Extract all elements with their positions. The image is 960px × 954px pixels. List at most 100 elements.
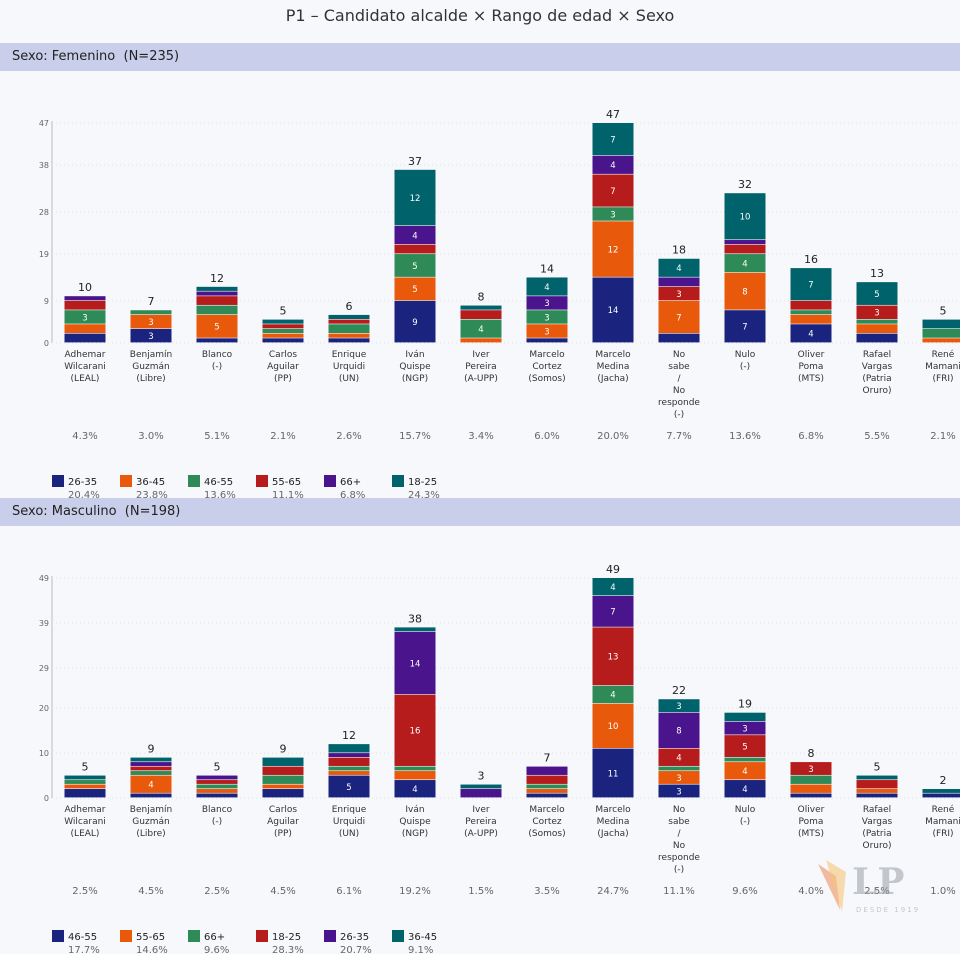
category-label: Guzmán [132, 362, 169, 372]
segment-value-label: 4 [412, 785, 417, 795]
category-label: Vargas [862, 817, 893, 827]
legend-label: 18-25 [408, 477, 437, 488]
segment-value-label: 12 [410, 194, 421, 204]
category-percent-label: 2.1% [270, 431, 295, 442]
category-label: Pereira [465, 817, 496, 827]
category-label: Oruro) [862, 841, 891, 851]
y-tick-label: 0 [44, 339, 49, 348]
legend-share: 23.8% [136, 490, 168, 498]
bar-segment [856, 775, 898, 780]
bar-segment [262, 789, 304, 798]
category-label: Mamani [925, 362, 960, 372]
segment-value-label: 12 [608, 245, 619, 255]
category-label: (LEAL) [71, 374, 100, 384]
legend-label: 46-55 [68, 932, 97, 943]
bar-segment [196, 780, 238, 784]
legend-label: 36-45 [408, 932, 437, 943]
bar-total-label: 38 [408, 612, 422, 625]
bar-segment [394, 631, 436, 695]
bar-segment [262, 775, 304, 784]
bar-segment [526, 793, 568, 798]
bar-segment [262, 328, 304, 334]
category-percent-label: 24.7% [597, 886, 629, 897]
bar-segment [658, 300, 700, 334]
bar-segment [394, 627, 436, 632]
bar-segment [724, 244, 766, 254]
legend-label: 66+ [204, 932, 225, 943]
category-label: Iván [405, 350, 424, 360]
category-label: (PP) [274, 829, 292, 839]
legend-share: 6.8% [340, 490, 365, 498]
category-label: Benjamín [130, 350, 172, 360]
bar-segment [64, 333, 106, 343]
y-tick-label: 28 [39, 208, 49, 217]
y-tick-label: 47 [39, 119, 49, 128]
segment-value-label: 4 [478, 325, 483, 335]
segment-value-label: 4 [544, 283, 549, 293]
bar-segment [394, 244, 436, 254]
legend-swatch [188, 930, 200, 942]
category-label: (A-UPP) [464, 829, 498, 839]
category-label: Oliver [798, 350, 825, 360]
bar-total-label: 5 [214, 761, 221, 774]
bar-total-label: 12 [342, 729, 356, 742]
category-label: (-) [212, 817, 222, 827]
bar-segment [592, 685, 634, 704]
category-label: Enrique [332, 350, 367, 360]
legend-share: 13.6% [204, 490, 236, 498]
bar-segment [394, 694, 436, 766]
legend-share: 20.4% [68, 490, 100, 498]
category-label: (-) [740, 817, 750, 827]
bar-total-label: 32 [738, 178, 752, 191]
category-percent-label: 15.7% [399, 431, 431, 442]
legend-label: 26-35 [68, 477, 97, 488]
bar-segment [856, 793, 898, 798]
segment-value-label: 13 [608, 653, 619, 663]
y-tick-label: 20 [39, 704, 49, 713]
bar-segment [724, 762, 766, 780]
category-label: Iver [472, 805, 490, 815]
category-label: No [673, 841, 686, 851]
chart-title: P1 – Candidato alcalde × Rango de edad ×… [285, 6, 675, 25]
segment-value-label: 5 [874, 290, 879, 300]
legend-swatch [120, 930, 132, 942]
legend-label: 55-65 [136, 932, 165, 943]
category-label: (Libre) [136, 374, 165, 384]
bar-segment [724, 240, 766, 245]
category-percent-label: 4.0% [798, 886, 823, 897]
bar-segment [328, 338, 370, 343]
bar-segment [658, 784, 700, 798]
legend-swatch [188, 475, 200, 487]
bar-total-label: 7 [544, 752, 551, 765]
bar-segment [790, 775, 832, 784]
bar-segment [658, 766, 700, 771]
bar-total-label: 8 [478, 291, 485, 304]
bar-segment [724, 721, 766, 735]
category-label: sabe [668, 817, 690, 827]
category-label: sabe [668, 362, 690, 372]
legend-share: 20.7% [340, 945, 372, 954]
category-percent-label: 2.1% [930, 431, 955, 442]
panel-label-femenino: Sexo: Femenino (N=235) [12, 49, 180, 64]
bar-total-label: 8 [808, 747, 815, 760]
bar-segment [394, 254, 436, 277]
bar-segment [790, 784, 832, 793]
bar-segment [394, 277, 436, 301]
bar-total-label: 14 [540, 262, 554, 275]
bar-segment [592, 627, 634, 686]
bar-segment [64, 296, 106, 301]
category-percent-label: 20.0% [597, 431, 629, 442]
bar-segment [196, 286, 238, 291]
bar-segment [526, 310, 568, 324]
category-label: (NGP) [402, 374, 428, 384]
segment-value-label: 4 [742, 767, 747, 777]
bar-segment [196, 789, 238, 793]
category-label: Benjamín [130, 805, 172, 815]
bar-segment [724, 254, 766, 273]
segment-value-label: 5 [412, 262, 417, 272]
segment-value-label: 3 [874, 309, 879, 319]
bar-segment [658, 277, 700, 287]
svg-text:LP: LP [852, 861, 904, 903]
bar-segment [526, 277, 568, 296]
bar-segment [328, 314, 370, 319]
